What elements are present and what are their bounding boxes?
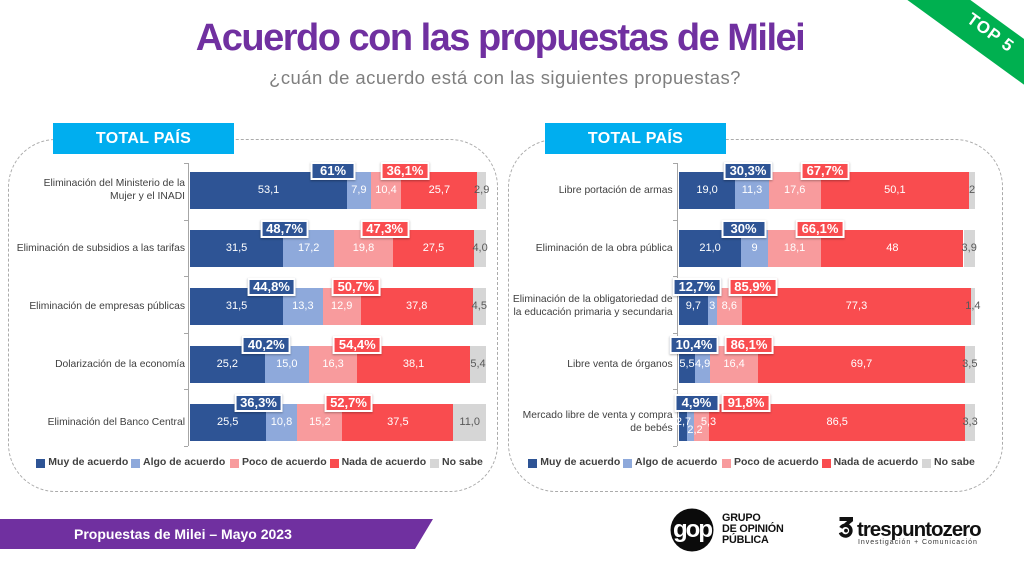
svg-text:trespuntozero: trespuntozero bbox=[857, 518, 981, 541]
svg-text:gop: gop bbox=[673, 516, 712, 543]
